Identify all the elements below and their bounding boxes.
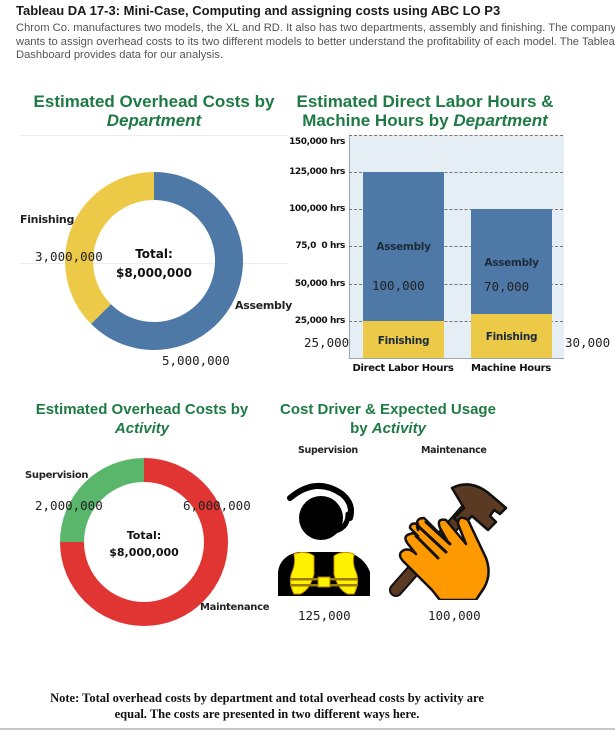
drivers-title-line1: Cost Driver & Expected Usage (280, 401, 496, 418)
activity-title-line1: Estimated Overhead Costs by (35, 401, 249, 418)
bar-dlh-assembly[interactable]: Assembly (363, 172, 444, 321)
driver-label-supervision: Supervision (298, 445, 358, 456)
bar-mh-finishing[interactable]: Finishing (471, 314, 552, 358)
hours-title-line1: Estimated Direct Labor Hours & (296, 92, 554, 111)
bar-dlh-finishing[interactable]: Finishing (363, 321, 444, 358)
bar-mh-finishing-label: Finishing (485, 331, 538, 343)
ytick-125k: 125,000 hrs (289, 167, 345, 177)
bar-mh-assembly[interactable]: Assembly (471, 209, 552, 314)
bar-mh-assembly-label: Assembly (484, 257, 539, 269)
ytick-100k: 100,000 hrs (289, 204, 345, 214)
drivers-title-line2-main: by (350, 420, 372, 437)
gridline-25k (349, 321, 563, 322)
driver-label-maintenance: Maintenance (421, 445, 487, 456)
activity-label-supervision: Supervision (25, 470, 89, 481)
activity-costs-title: Estimated Overhead Costs by Activity (8, 400, 276, 438)
gridline-125k (349, 172, 563, 173)
activity-title-line2: Activity (114, 420, 170, 437)
activity-total-value: $8,000,000 (109, 546, 179, 559)
ytick-50k: 50,000 hrs (294, 279, 345, 289)
activity-total-label: Total: (126, 529, 162, 542)
ytick-25k: 25,000 hrs (294, 316, 345, 326)
bar-dlh-assembly-label: Assembly (376, 241, 431, 253)
gridline-50k (349, 284, 563, 285)
dept-total-value: $8,000,000 (116, 266, 192, 280)
drivers-title: Cost Driver & Expected Usage by Activity (268, 400, 508, 438)
xcat-direct-labor-hours: Direct Labor Hours (352, 363, 454, 374)
activity-total: Total: $8,000,000 (94, 527, 194, 561)
hours-title-line2: Machine Hours by Department (290, 111, 560, 130)
ytick-75k: 75,0 0 hrs (295, 241, 345, 251)
hours-chart-title: Estimated Direct Labor Hours & Machine H… (290, 92, 560, 130)
drivers-title-line2-italic: Activity (371, 420, 426, 437)
bar-mh-assembly-value: 70,000 (484, 279, 530, 294)
dept-panel-top-rule (20, 135, 288, 136)
dept-value-assembly: 5,000,000 (162, 353, 230, 368)
page-description: Chrom Co. manufactures two models, the X… (16, 22, 615, 61)
activity-value-maintenance: 6,000,000 (183, 498, 251, 513)
footnote-line1: Note: Total overhead costs by department… (50, 691, 484, 705)
gridline-150k (349, 135, 563, 136)
dept-total-label: Total: (135, 247, 173, 261)
dept-total: Total: $8,000,000 (104, 245, 204, 283)
activity-label-maintenance: Maintenance (200, 602, 270, 613)
dept-panel-mid-rule (20, 263, 288, 264)
activity-costs-donut (60, 458, 228, 626)
donut-slice-supervision[interactable] (60, 458, 144, 542)
dept-costs-title-line1: Estimated Overhead Costs by (33, 92, 275, 111)
dept-value-finishing: 3,000,000 (35, 249, 103, 264)
footnote: Note: Total overhead costs by department… (0, 690, 534, 722)
donut-slice-finishing[interactable] (65, 172, 154, 324)
hours-title-line2-italic: Department (453, 111, 548, 130)
dept-costs-donut (65, 171, 244, 351)
bar-mh-finishing-value: 30,000 (565, 335, 611, 350)
gridline-100k (349, 209, 563, 210)
driver-value-maintenance: 100,000 (428, 608, 481, 623)
bar-dlh-finishing-label: Finishing (377, 335, 430, 347)
xcat-machine-hours: Machine Hours (471, 363, 551, 374)
hours-title-line2-main: Machine Hours by (302, 111, 454, 130)
footnote-line2: equal. The costs are presented in two di… (114, 707, 420, 721)
gridline-75k (349, 246, 563, 247)
dept-costs-title: Estimated Overhead Costs by Department (20, 92, 288, 130)
driver-value-supervision: 125,000 (298, 608, 351, 623)
bottom-divider (0, 728, 615, 730)
gloved-hand-holding-hammer-icon (389, 483, 508, 600)
activity-value-supervision: 2,000,000 (35, 498, 103, 513)
bar-dlh-assembly-value: 100,000 (372, 278, 425, 293)
drivers-title-line2: by Activity (268, 419, 508, 438)
dept-label-finishing: Finishing (20, 213, 75, 226)
donut-slice-assembly[interactable] (91, 171, 244, 351)
page-title: Tableau DA 17-3: Mini-Case, Computing an… (16, 3, 501, 18)
bar-dlh-finishing-value: 25,000 (304, 335, 350, 350)
dept-costs-title-line2: Department (106, 111, 202, 130)
supervisor-with-headset-and-vest-icon (278, 483, 370, 596)
dept-label-assembly: Assembly (235, 299, 292, 312)
ytick-150k: 150,000 hrs (289, 137, 345, 147)
